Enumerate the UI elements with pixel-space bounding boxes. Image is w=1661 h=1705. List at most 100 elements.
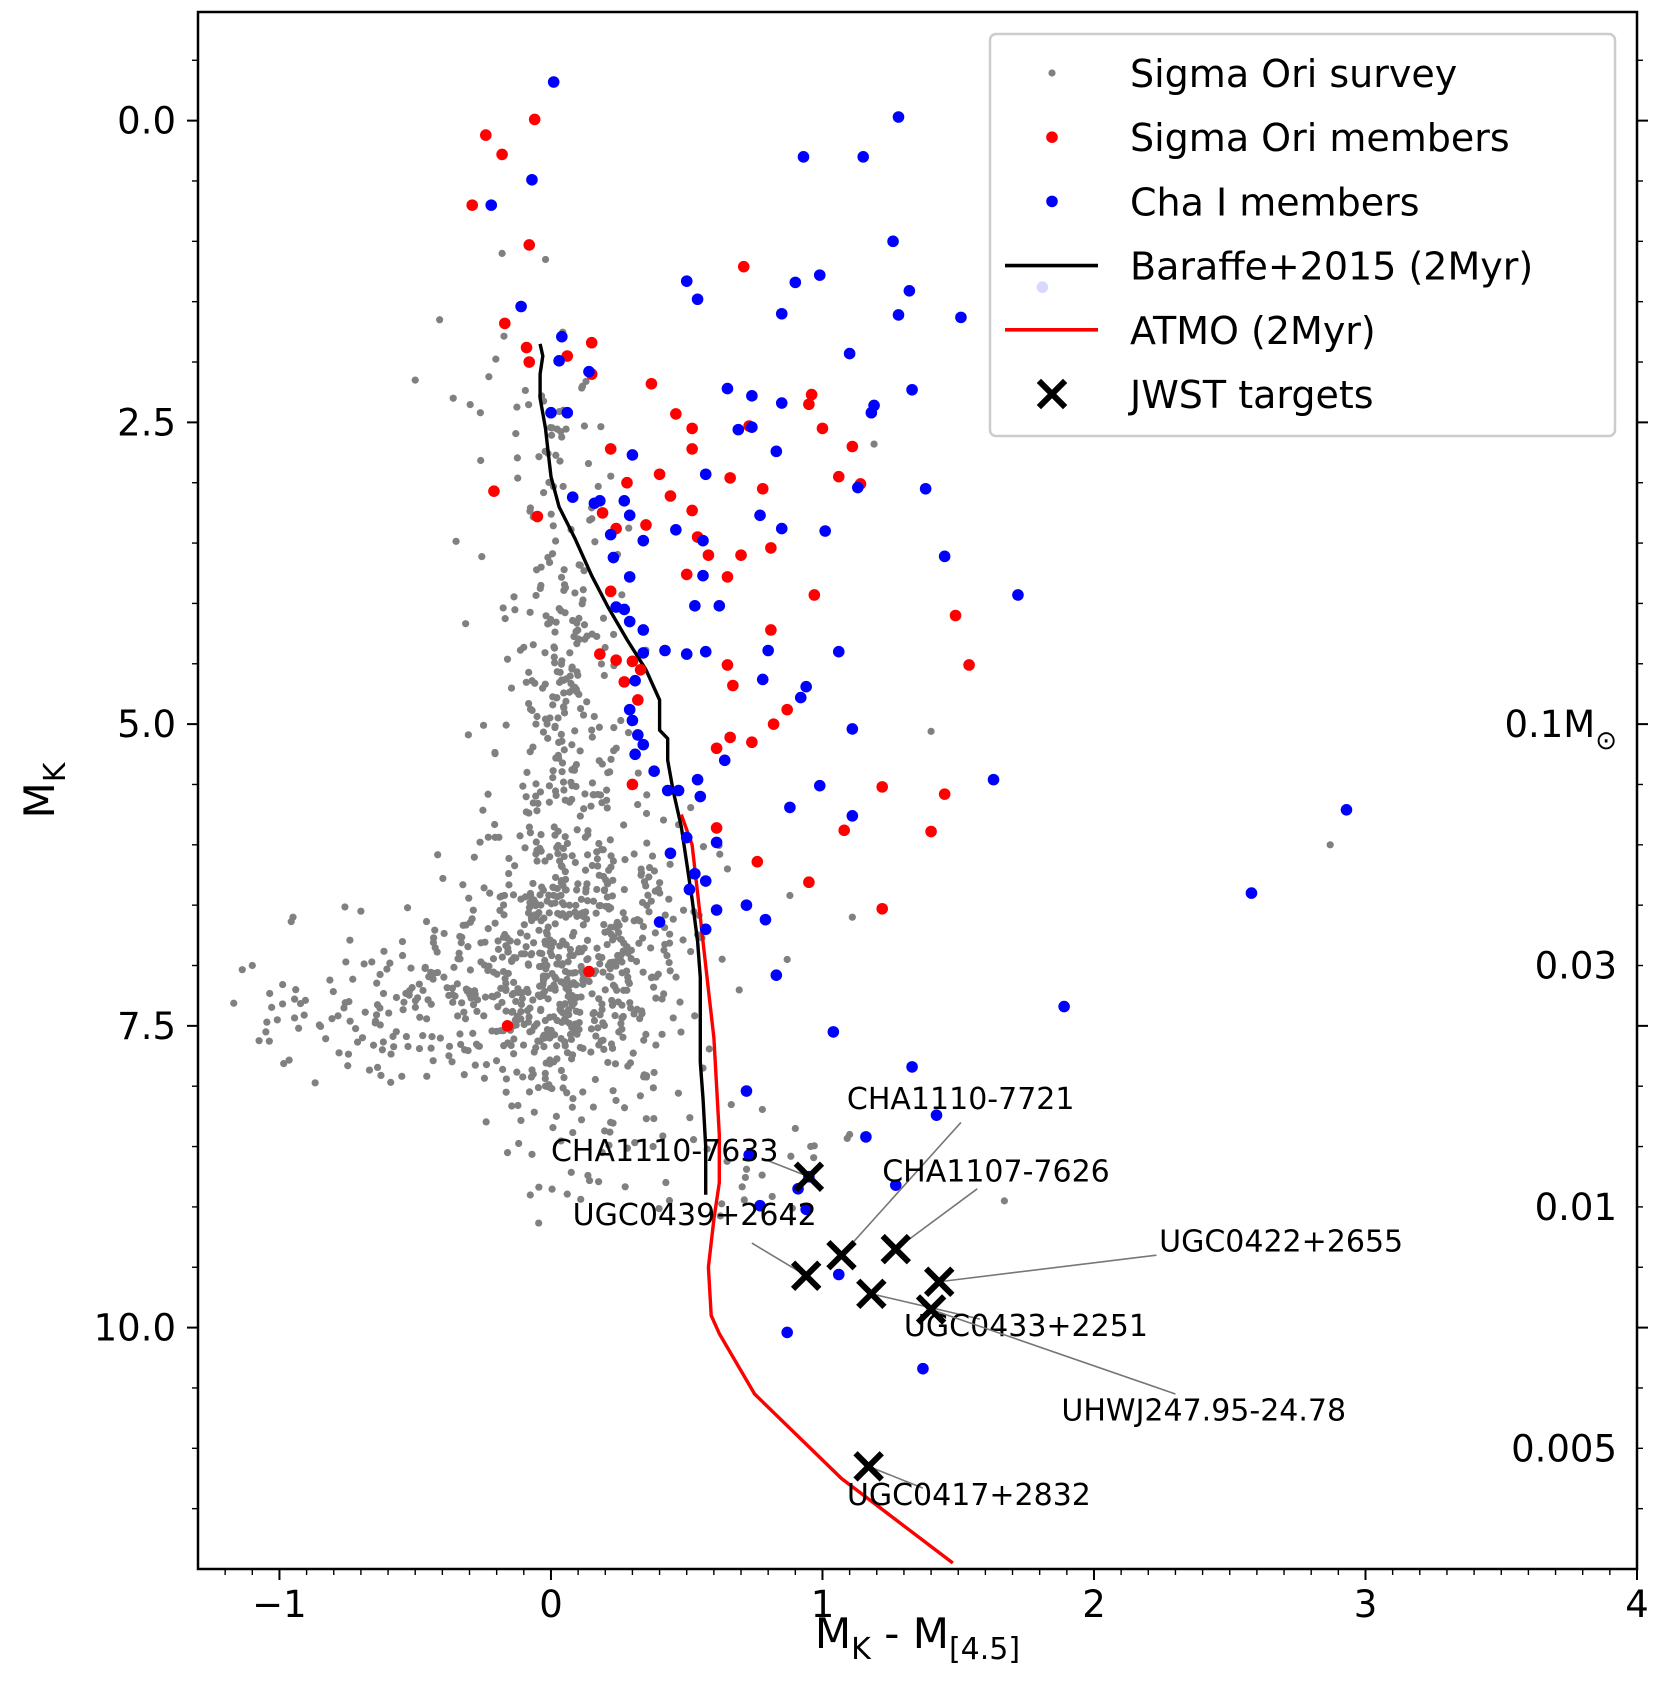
survey-point [513,1068,521,1076]
survey-point [558,657,566,665]
survey-point [643,791,651,799]
survey-point [415,1045,424,1053]
survey-point [642,1030,650,1039]
survey-point [568,766,576,774]
sigma-ori-member-point [724,731,736,744]
survey-point [506,937,514,945]
survey-point [547,431,556,439]
survey-point [525,823,533,831]
survey-point [574,671,582,679]
survey-point [402,1032,410,1041]
sigma-ori-member-point [496,148,508,161]
sigma-ori-member-point [751,855,764,868]
cha-i-member-point [561,406,574,419]
survey-point [551,723,559,732]
survey-point [595,995,603,1003]
survey-point [524,961,533,969]
survey-point [564,992,572,1000]
cha-i-member-point [697,534,709,547]
survey-point [608,996,616,1005]
survey-point [431,944,439,952]
survey-point [672,973,680,981]
survey-point [485,373,493,381]
survey-point [279,980,287,989]
sigma-ori-member-point [938,788,951,800]
survey-point [620,885,628,894]
cha-i-member-point [629,748,641,761]
sigma-ori-member-point [949,609,962,622]
survey-point [620,821,628,829]
survey-point [571,1020,579,1028]
survey-point [316,1022,325,1031]
survey-point [658,1030,666,1038]
legend-label: Sigma Ori members [1130,116,1510,160]
survey-point [652,994,660,1002]
cha-i-member-point [672,784,685,797]
survey-point [552,873,560,882]
survey-point [571,908,579,916]
survey-point [541,857,549,865]
survey-point [368,958,376,966]
sigma-ori-member-point [746,736,758,749]
survey-point [262,1028,270,1036]
survey-point [451,992,459,1000]
survey-point [533,910,542,918]
survey-point [727,1101,735,1109]
survey-point [590,712,598,721]
x-tick-label: 1 [811,1583,835,1626]
sigma-ori-member-point [686,504,698,517]
survey-point [587,1048,595,1056]
survey-point [408,983,416,992]
survey-point [571,858,579,867]
survey-point [601,643,609,652]
survey-point [660,946,668,954]
y-axis-title-main: M [15,782,64,818]
survey-point [557,573,566,581]
survey-point [617,716,625,725]
survey-point [557,978,565,986]
sigma-ori-member-point [645,377,658,390]
survey-point [574,880,582,888]
survey-point [559,910,567,918]
survey-point [735,986,743,994]
survey-point [583,956,591,964]
survey-point [533,857,541,865]
cha-i-member-point [827,1026,840,1038]
survey-point [526,608,534,616]
survey-point [510,1050,518,1058]
survey-point [450,963,458,971]
survey-point [392,1028,400,1036]
survey-point [413,994,422,1002]
survey-point [535,1219,543,1227]
target-leader-line [868,1465,924,1489]
mass-label-text: 0.03 [1535,945,1617,988]
survey-point [521,950,529,958]
cha-i-member-point [794,691,807,704]
survey-point [634,800,642,809]
survey-point [491,750,499,758]
survey-point [421,963,429,971]
survey-point [532,902,540,910]
survey-point [266,989,274,998]
survey-point [560,786,568,794]
survey-point [583,851,592,859]
x-marker-stroke [880,1233,912,1265]
legend-box [988,32,1617,438]
survey-point [430,934,438,942]
survey-point [517,1015,525,1023]
survey-point [508,1102,516,1110]
survey-point [476,409,484,417]
survey-point [607,472,615,480]
survey-point [491,919,499,927]
survey-point [537,917,545,925]
cha-i-member-point [887,235,899,248]
survey-point [569,1094,577,1103]
mass-label: 0.01 [1535,1186,1617,1229]
sigma-ori-member-point [735,549,747,561]
survey-point [559,778,568,786]
survey-point [637,871,645,879]
sigma-ori-member-point [621,476,633,489]
survey-point [344,1062,352,1070]
survey-point [588,726,596,734]
survey-point [492,1027,501,1035]
